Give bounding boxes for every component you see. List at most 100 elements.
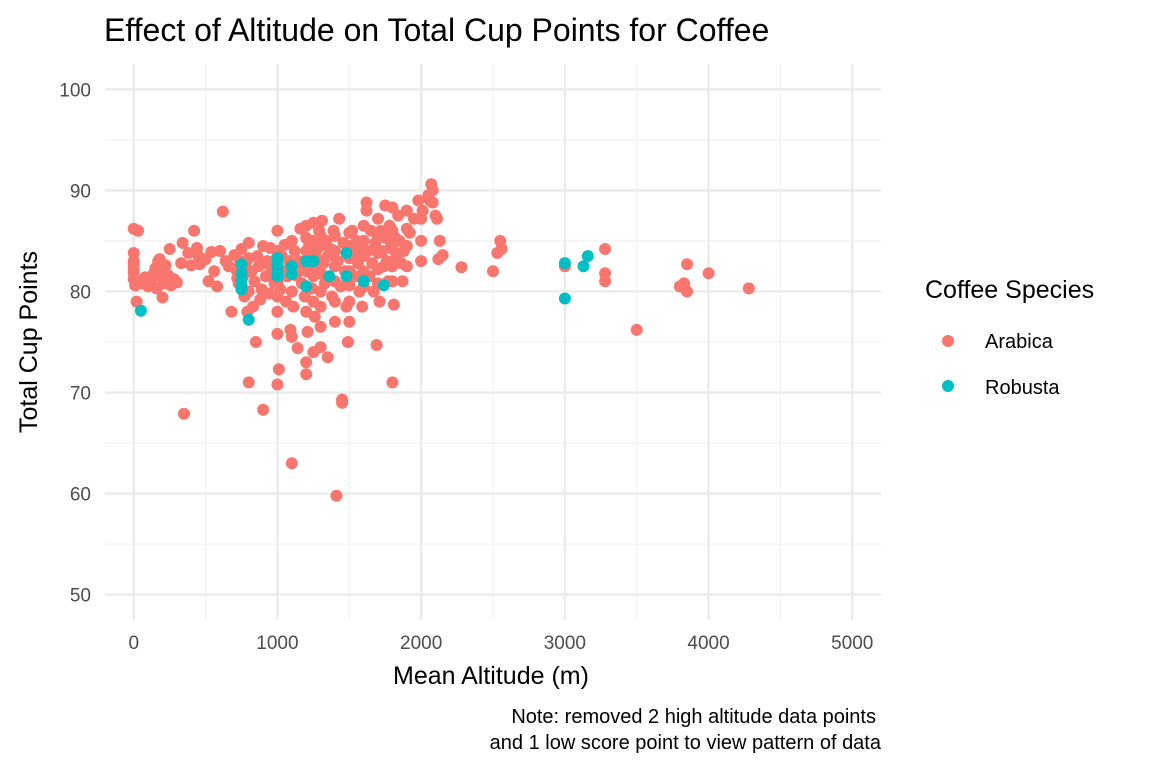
- point-arabica: [288, 245, 301, 257]
- point-arabica: [271, 305, 284, 318]
- point-arabica: [285, 457, 298, 470]
- point-arabica: [372, 212, 384, 225]
- point-arabica: [400, 260, 413, 273]
- point-arabica: [455, 261, 468, 274]
- point-arabica: [298, 290, 311, 303]
- legend-label-arabica: Arabica: [985, 331, 1054, 353]
- y-axis-tick-labels: 50 60 70 80 90 100: [59, 80, 91, 606]
- point-arabica: [205, 246, 218, 258]
- point-arabica: [346, 224, 359, 237]
- point-arabica: [742, 282, 755, 295]
- point-arabica: [400, 240, 413, 252]
- point-arabica: [130, 295, 143, 308]
- point-arabica: [403, 226, 416, 239]
- point-robusta: [340, 270, 353, 283]
- point-arabica: [400, 204, 413, 217]
- caption-line-2: and 1 low score point to view pattern of…: [490, 732, 882, 754]
- y-tick-label: 90: [70, 181, 91, 202]
- point-arabica: [396, 275, 409, 288]
- point-arabica: [356, 300, 369, 313]
- point-arabica: [285, 330, 298, 343]
- point-arabica: [426, 196, 439, 209]
- point-arabica: [132, 224, 145, 237]
- x-axis-title: Mean Altitude (m): [393, 662, 589, 690]
- point-arabica: [249, 336, 262, 348]
- point-arabica: [415, 255, 428, 268]
- x-tick-label: 4000: [687, 633, 729, 654]
- point-arabica: [431, 212, 443, 225]
- legend: Coffee Species Arabica Robusta: [925, 276, 1094, 399]
- point-arabica: [242, 236, 255, 249]
- point-arabica: [436, 249, 449, 262]
- point-arabica: [412, 194, 425, 207]
- legend-label-robusta: Robusta: [985, 377, 1060, 399]
- point-arabica: [343, 315, 356, 328]
- point-arabica: [285, 234, 298, 247]
- point-arabica: [188, 224, 201, 237]
- point-arabica: [415, 234, 428, 247]
- point-robusta: [235, 283, 248, 296]
- point-arabica: [314, 320, 327, 333]
- point-arabica: [362, 245, 374, 257]
- point-robusta: [285, 268, 298, 281]
- point-arabica: [274, 283, 287, 296]
- data-points: [127, 178, 755, 502]
- point-arabica: [300, 356, 313, 369]
- point-robusta: [271, 270, 284, 283]
- y-tick-label: 50: [70, 586, 91, 607]
- point-arabica: [376, 245, 389, 257]
- point-arabica: [211, 280, 224, 293]
- legend-title: Coffee Species: [925, 276, 1094, 304]
- point-arabica: [681, 285, 693, 298]
- point-arabica: [336, 396, 349, 409]
- point-arabica: [426, 184, 439, 197]
- point-arabica: [360, 204, 373, 217]
- point-arabica: [333, 212, 346, 225]
- point-arabica: [343, 279, 356, 292]
- point-arabica: [316, 214, 328, 227]
- point-arabica: [214, 245, 226, 257]
- point-arabica: [495, 243, 508, 255]
- point-arabica: [331, 255, 344, 268]
- point-arabica: [159, 259, 172, 272]
- point-arabica: [301, 325, 314, 338]
- point-arabica: [248, 275, 261, 288]
- point-arabica: [208, 265, 221, 278]
- point-arabica: [182, 247, 195, 259]
- point-arabica: [271, 327, 284, 340]
- point-robusta: [558, 292, 571, 305]
- x-tick-label: 1000: [256, 633, 298, 654]
- point-robusta: [300, 280, 313, 293]
- point-arabica: [328, 295, 341, 308]
- legend-key-robusta: [942, 380, 954, 392]
- point-arabica: [599, 243, 612, 255]
- legend-key-arabica: [942, 335, 954, 347]
- point-arabica: [341, 336, 354, 348]
- point-robusta: [377, 279, 390, 292]
- point-arabica: [630, 323, 643, 336]
- point-arabica: [291, 342, 304, 355]
- point-arabica: [328, 315, 341, 328]
- point-arabica: [314, 341, 327, 354]
- point-arabica: [285, 285, 298, 298]
- y-tick-label: 100: [59, 80, 91, 101]
- point-robusta: [577, 260, 590, 273]
- y-tick-label: 80: [70, 282, 91, 303]
- y-axis-title: Total Cup Points: [15, 251, 43, 433]
- point-arabica: [176, 236, 189, 249]
- point-robusta: [235, 258, 248, 271]
- chart-title: Effect of Altitude on Total Cup Points f…: [104, 12, 769, 48]
- caption-line-1: Note: removed 2 high altitude data point…: [511, 706, 876, 728]
- x-tick-label: 3000: [544, 633, 586, 654]
- y-tick-label: 60: [70, 485, 91, 506]
- point-arabica: [216, 205, 229, 218]
- point-arabica: [287, 300, 300, 313]
- point-arabica: [681, 258, 693, 271]
- point-arabica: [314, 300, 327, 313]
- point-arabica: [328, 229, 341, 242]
- point-arabica: [271, 224, 284, 237]
- point-arabica: [357, 234, 370, 247]
- point-arabica: [257, 403, 270, 416]
